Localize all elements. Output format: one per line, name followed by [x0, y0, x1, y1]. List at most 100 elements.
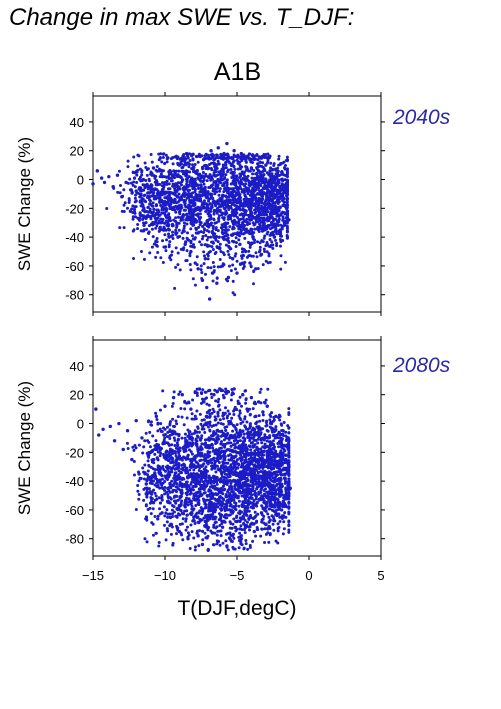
scatter-point [203, 228, 207, 232]
scatter-point [133, 200, 137, 204]
data-point [281, 203, 285, 208]
scatter-point [210, 161, 214, 165]
scatter-point [204, 209, 208, 213]
scatter-point [225, 416, 229, 420]
scatter-point [134, 169, 138, 173]
scatter-point [186, 428, 190, 432]
scatter-point [249, 448, 253, 452]
scatter-point [178, 482, 182, 486]
scatter-point [213, 531, 217, 535]
scatter-point [269, 166, 273, 170]
scatter-point [235, 458, 239, 462]
scatter-point [224, 539, 228, 543]
scatter-point [240, 528, 244, 532]
scatter-point [241, 190, 245, 194]
scatter-point [164, 245, 168, 249]
scatter-point [148, 445, 152, 449]
data-point [207, 297, 212, 301]
scatter-point [250, 192, 254, 196]
data-point [163, 192, 167, 196]
scatter-point [132, 228, 136, 232]
scatter-point [229, 182, 233, 186]
scatter-point [168, 256, 172, 260]
scatter-point [251, 407, 255, 411]
scatter-point [212, 410, 216, 414]
scatter-point [141, 217, 145, 221]
data-point [287, 218, 291, 222]
scatter-point [269, 161, 273, 165]
scatter-point [162, 453, 166, 457]
scatter-point [172, 436, 176, 440]
scatter-point [277, 220, 281, 224]
x-tick-label: 0 [305, 568, 312, 583]
scatter-point [200, 237, 204, 241]
scatter-point [212, 180, 216, 184]
scatter-point [132, 176, 136, 180]
scatter-point [216, 265, 220, 269]
data-point [209, 149, 213, 153]
scatter-point [202, 175, 206, 179]
scatter-point [257, 211, 261, 215]
scatter-point [202, 262, 206, 266]
data-point [285, 209, 290, 213]
scatter-point [191, 234, 195, 238]
scatter-point [236, 231, 240, 235]
scatter-point [176, 263, 180, 267]
scatter-point [148, 207, 152, 211]
scatter-point [165, 175, 169, 179]
scatter-point [186, 218, 190, 222]
scatter-point [155, 217, 159, 221]
scatter-point [280, 171, 284, 175]
scatter-point [167, 190, 171, 194]
scatter-point [153, 197, 157, 201]
scatter-point [256, 267, 260, 271]
scatter-point [270, 233, 274, 237]
scatter-point [225, 190, 229, 194]
data-point [265, 242, 269, 247]
scatter-point [139, 192, 143, 196]
scatter-point [237, 504, 241, 508]
data-point [230, 257, 235, 261]
scatter-point [201, 167, 205, 171]
scatter-point [191, 237, 195, 241]
scatter-point [212, 437, 216, 441]
scatter-point [251, 539, 255, 543]
scatter-point [151, 533, 155, 537]
scatter-point [220, 522, 224, 526]
scatter-point [201, 206, 205, 210]
scatter-point [210, 411, 214, 415]
scatter-point [185, 182, 189, 186]
scatter-point [258, 390, 262, 394]
scatter-point [183, 199, 187, 203]
y-tick-label: -20 [65, 445, 84, 460]
scatter-point [212, 208, 216, 212]
scatter-point [171, 230, 175, 234]
scatter-point [240, 261, 244, 265]
scatter-point [145, 451, 149, 455]
scatter-point [260, 191, 264, 195]
scatter-point [159, 256, 163, 260]
scatter-point [192, 245, 196, 249]
scatter-point [151, 235, 155, 239]
scatter-point [225, 211, 229, 215]
scatter-point [216, 240, 220, 244]
scatter-point [204, 172, 208, 176]
scatter-point [270, 199, 274, 203]
scatter-point [285, 155, 289, 159]
scatter-point [175, 532, 179, 536]
scatter-point [197, 208, 201, 212]
data-point [91, 182, 95, 186]
scatter-point [174, 419, 178, 423]
scatter-point [263, 401, 267, 405]
scatter-point [142, 221, 146, 225]
scatter-point [204, 190, 208, 194]
data-point [134, 189, 138, 193]
data-point [141, 177, 146, 182]
scatter-point [207, 214, 211, 218]
scatter-point [174, 210, 178, 214]
scatter-point [213, 192, 217, 196]
scatter-point [234, 191, 238, 195]
scatter-point [177, 210, 181, 214]
data-point [166, 156, 170, 160]
scatter-point [185, 185, 189, 189]
